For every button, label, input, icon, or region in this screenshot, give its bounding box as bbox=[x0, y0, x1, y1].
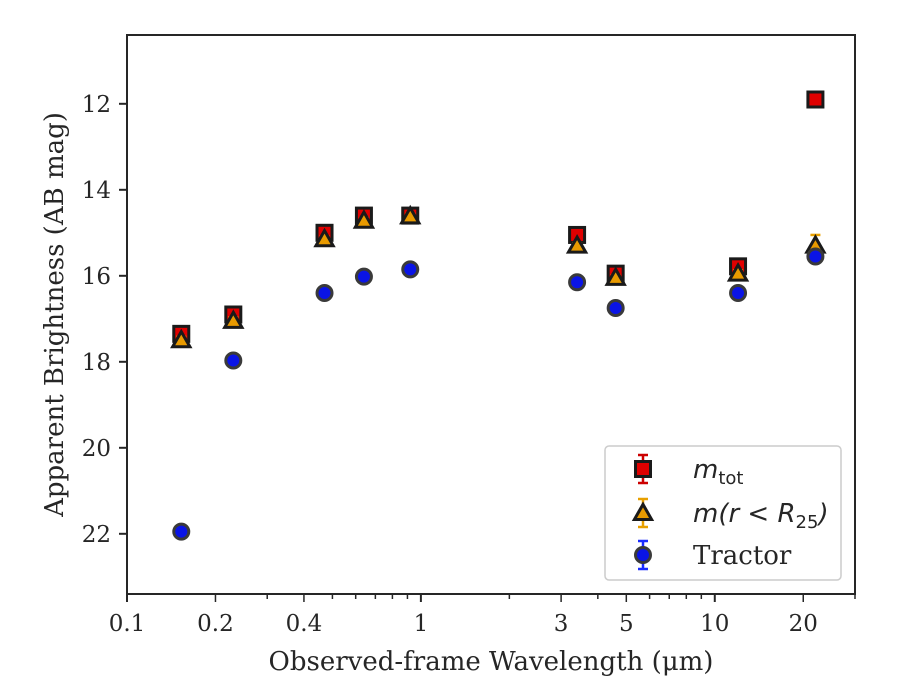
data-point-circle bbox=[729, 284, 748, 302]
data-point-circle bbox=[606, 299, 625, 318]
legend-marker-circle bbox=[634, 546, 652, 564]
x-tick-label: 10 bbox=[700, 611, 729, 637]
x-tick-label: 5 bbox=[619, 611, 634, 637]
legend-marker-square bbox=[634, 460, 652, 478]
x-tick-label: 0.1 bbox=[109, 611, 146, 637]
legend-label: Tractor bbox=[693, 541, 792, 571]
data-point-circle bbox=[315, 284, 334, 302]
data-point-triangle bbox=[170, 328, 193, 349]
series-circle bbox=[172, 247, 825, 541]
data-point-circle bbox=[568, 273, 587, 292]
data-point-circle bbox=[354, 267, 373, 286]
y-tick-label: 22 bbox=[82, 522, 111, 548]
x-tick-label: 0.4 bbox=[286, 611, 323, 637]
y-tick-label: 18 bbox=[82, 350, 111, 376]
data-point-triangle bbox=[222, 309, 245, 329]
data-point-triangle bbox=[352, 209, 376, 229]
data-point-circle bbox=[806, 247, 825, 266]
data-point-circle bbox=[172, 522, 191, 541]
data-point-triangle bbox=[313, 227, 336, 248]
legend-marker-triangle bbox=[631, 501, 655, 521]
x-axis-label: Observed-frame Wavelength (μm) bbox=[269, 647, 714, 677]
y-axis-ticks: 12 14 16 18 20 22 bbox=[82, 92, 127, 548]
x-tick-label: 3 bbox=[554, 611, 569, 637]
data-points bbox=[170, 90, 827, 541]
y-tick-label: 12 bbox=[82, 92, 111, 118]
x-tick-label: 20 bbox=[789, 611, 818, 637]
data-point-circle bbox=[401, 260, 420, 279]
legend-label: mtot bbox=[693, 455, 743, 489]
y-tick-label: 14 bbox=[82, 178, 111, 204]
y-axis-label: Apparent Brightness (AB mag) bbox=[40, 112, 70, 518]
legend-box bbox=[604, 445, 842, 581]
data-point-square bbox=[806, 90, 825, 109]
data-point-triangle bbox=[399, 204, 422, 225]
data-point-triangle bbox=[565, 234, 589, 254]
y-tick-label: 20 bbox=[82, 436, 111, 462]
data-point-triangle bbox=[726, 262, 750, 282]
data-point-circle bbox=[224, 351, 243, 370]
data-point-triangle bbox=[604, 266, 627, 286]
x-axis-ticks: 0.1 0.2 0.4 1 3 5 10 20 bbox=[109, 594, 856, 637]
x-tick-label: 0.2 bbox=[197, 611, 234, 637]
series-triangle bbox=[170, 204, 827, 349]
y-tick-label: 16 bbox=[82, 264, 111, 290]
plot-frame bbox=[126, 34, 856, 595]
legend: mtot m(r < R25) Tractor bbox=[604, 445, 842, 581]
x-tick-label: 1 bbox=[414, 611, 429, 637]
legend-label: m(r < R25) bbox=[693, 499, 829, 533]
